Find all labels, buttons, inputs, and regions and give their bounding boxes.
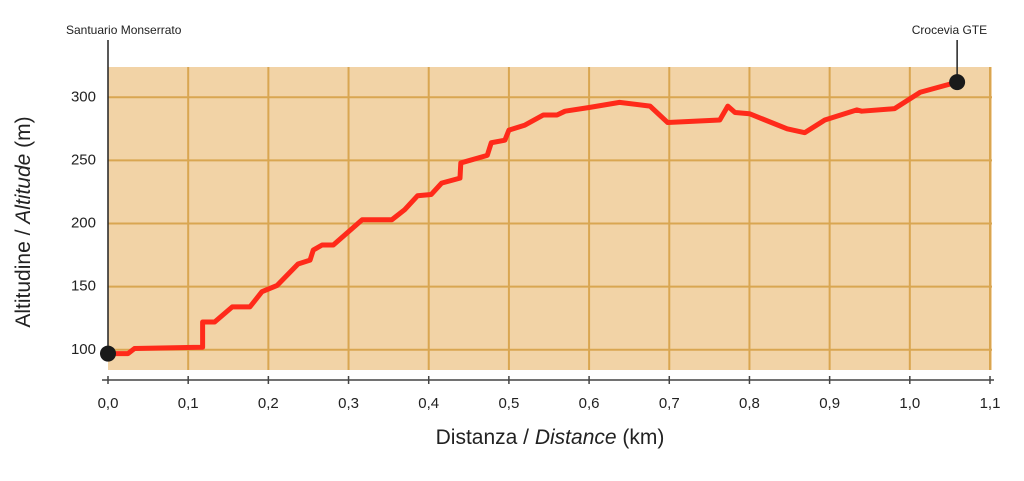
x-tick-label: 0,2 [258,395,279,412]
annotation-label: Crocevia GTE [912,23,987,37]
plot-background [108,67,992,370]
x-tick-label: 0,6 [579,395,600,412]
x-tick-label: 1,0 [899,395,920,412]
x-tick-label: 0,0 [98,395,119,412]
profile-line [108,79,958,357]
x-tick-label: 0,1 [178,395,199,412]
x-tick-label: 1,1 [980,395,1001,412]
annotation-marker [100,345,116,362]
annotation-label: Santuario Monserrato [66,23,182,37]
y-tick-label: 100 [71,341,96,358]
y-label-part: (m) [12,116,35,153]
x-tick-label: 0,5 [498,395,519,412]
annotation-marker [949,74,966,91]
y-tick-label: 250 [71,151,96,168]
x-label-part: Distance [535,426,617,449]
x-tick-label: 0,4 [418,395,439,412]
y-label-part: Altitudine / [12,224,35,328]
x-tick-label: 0,3 [338,395,359,412]
y-tick-label: 150 [71,278,96,295]
y-tick-label: 200 [71,215,96,232]
y-axis-label: Altitudine / Altitude (m) [12,116,35,327]
x-axis-label: Distanza / Distance (km) [436,426,665,449]
x-label-part: Distanza / [436,426,535,449]
x-tick-label: 0,7 [659,395,680,412]
x-label-part: (km) [617,426,665,449]
y-tick-label: 300 [71,88,96,105]
y-label-part: Altitude [12,154,35,226]
x-tick-label: 0,9 [819,395,840,412]
x-tick-label: 0,8 [739,395,760,412]
